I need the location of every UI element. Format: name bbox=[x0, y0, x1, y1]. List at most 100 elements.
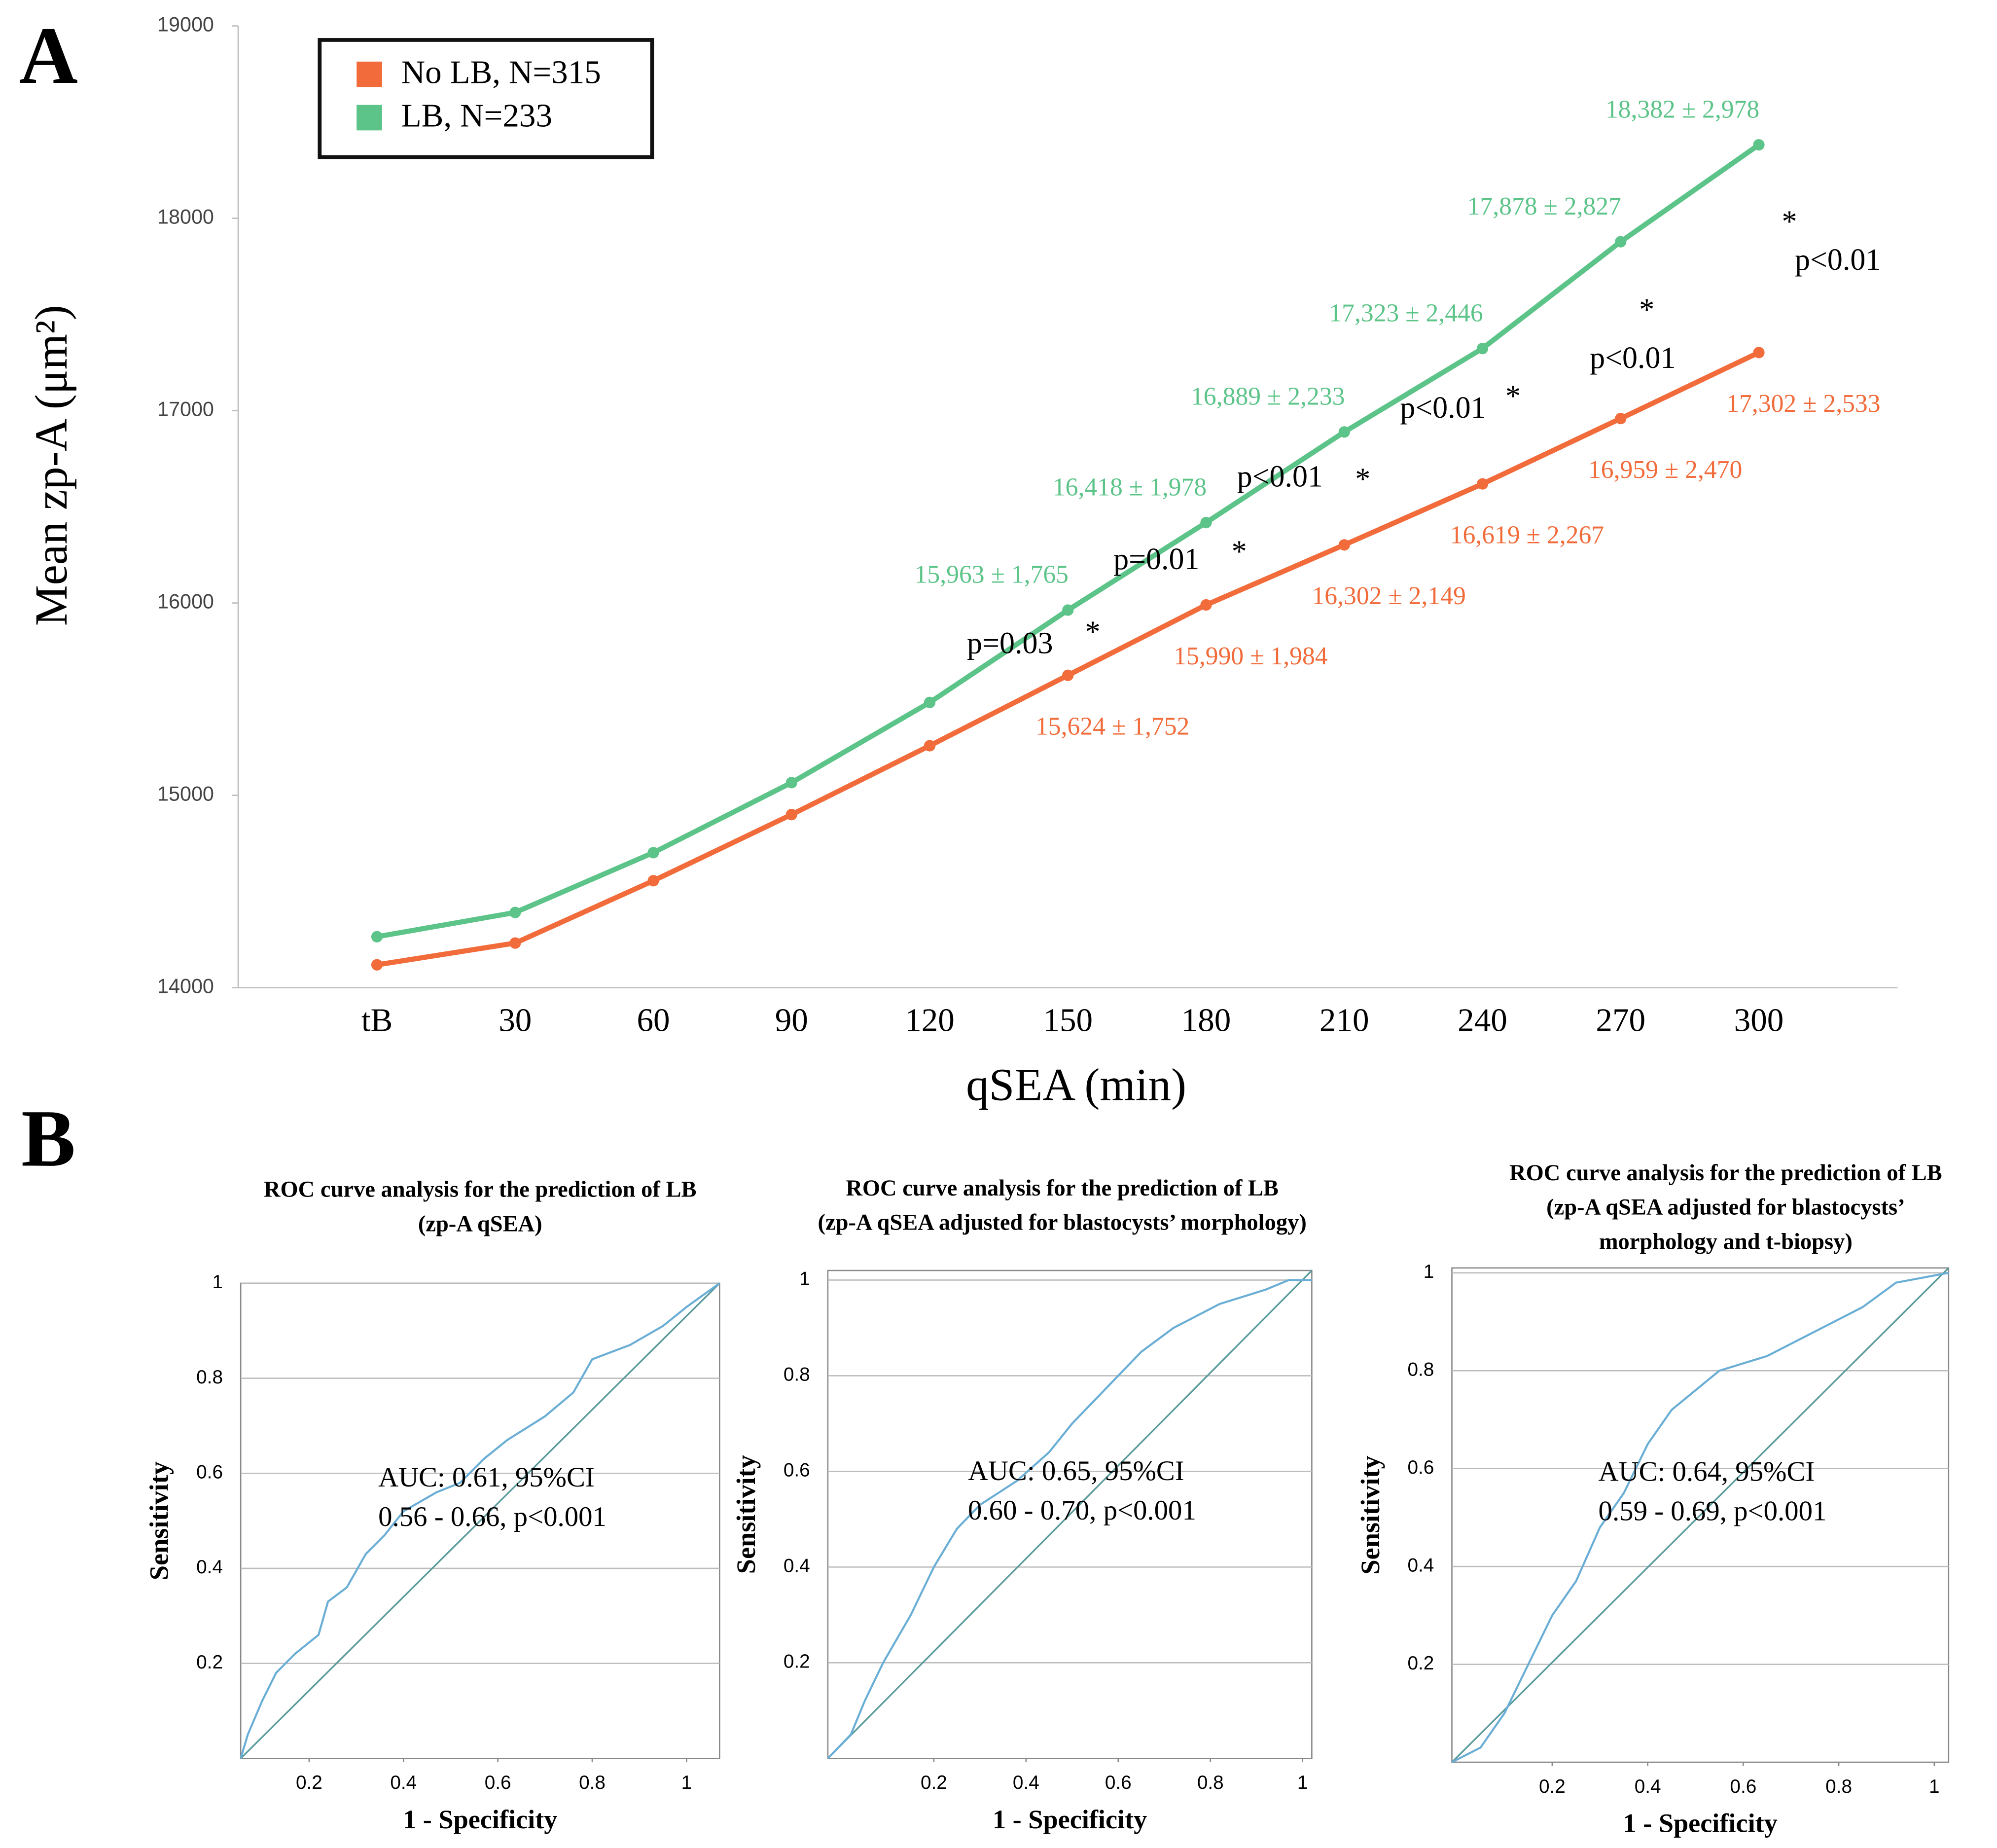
data-point bbox=[1615, 412, 1627, 425]
value-label: 17,878 ± 2,827 bbox=[1467, 192, 1621, 220]
data-point bbox=[509, 937, 521, 949]
x-axis-label: 1 - Specificity bbox=[993, 1805, 1147, 1834]
plot-frame bbox=[1451, 1267, 1950, 1763]
auc-annotation: AUC: 0.64, 95%CI bbox=[1599, 1456, 1815, 1487]
x-axis-label: qSEA (min) bbox=[966, 1060, 1186, 1111]
y-tick-label: 0.6 bbox=[196, 1461, 223, 1483]
data-point bbox=[1338, 426, 1350, 438]
x-tick-label: 30 bbox=[499, 1001, 532, 1038]
annotation: * bbox=[1639, 293, 1654, 326]
chart-title: morphology and t-biopsy) bbox=[1599, 1229, 1853, 1254]
x-tick-label: 60 bbox=[637, 1001, 670, 1038]
annotation: * bbox=[1355, 462, 1370, 496]
y-tick-label: 1 bbox=[1424, 1261, 1434, 1282]
y-axis-label: Sensitivity bbox=[144, 1461, 174, 1580]
chart-title: (zp-A qSEA adjusted for blastocysts’ mor… bbox=[818, 1210, 1306, 1235]
data-point bbox=[924, 740, 936, 752]
x-tick-label: 120 bbox=[905, 1001, 955, 1038]
y-axis-label: Sensitivity bbox=[731, 1455, 761, 1574]
chart-title: (zp-A qSEA) bbox=[418, 1211, 542, 1236]
data-point bbox=[371, 931, 383, 942]
data-point bbox=[1338, 539, 1350, 551]
chart-title: (zp-A qSEA adjusted for blastocysts’ bbox=[1546, 1195, 1905, 1220]
y-axis-label: Mean zp-A (μm²) bbox=[26, 305, 77, 626]
value-label: 15,990 ± 1,984 bbox=[1174, 642, 1328, 670]
x-axis-label: 1 - Specificity bbox=[1623, 1809, 1778, 1838]
x-tick-label: tB bbox=[361, 1001, 392, 1038]
x-tick-label: 0.8 bbox=[1825, 1776, 1852, 1797]
data-point bbox=[924, 696, 936, 708]
data-point bbox=[785, 809, 797, 821]
annotation: * bbox=[1505, 380, 1521, 413]
x-tick-label: 1 bbox=[1929, 1776, 1940, 1797]
auc-annotation: AUC: 0.65, 95%CI bbox=[968, 1455, 1184, 1486]
legend-swatch bbox=[357, 61, 382, 87]
data-point bbox=[509, 906, 521, 918]
y-tick-label: 16000 bbox=[157, 590, 214, 613]
value-label: 17,323 ± 2,446 bbox=[1329, 299, 1483, 327]
value-label: 15,963 ± 1,765 bbox=[915, 561, 1069, 589]
y-tick-label: 0.4 bbox=[1407, 1555, 1434, 1576]
y-tick-label: 0.6 bbox=[784, 1460, 810, 1481]
data-point bbox=[1200, 516, 1212, 529]
x-tick-label: 0.6 bbox=[1730, 1776, 1756, 1797]
x-tick-label: 90 bbox=[775, 1001, 808, 1038]
annotation: p=0.01 bbox=[1113, 543, 1199, 576]
reference-line bbox=[827, 1269, 1313, 1759]
reference-line bbox=[1451, 1267, 1950, 1763]
x-tick-label: 0.8 bbox=[1197, 1772, 1224, 1793]
annotation: p<0.01 bbox=[1400, 391, 1486, 425]
y-axis-label: Sensitivity bbox=[1355, 1455, 1385, 1574]
value-label: 16,619 ± 2,267 bbox=[1450, 521, 1604, 549]
y-tick-label: 15000 bbox=[157, 783, 214, 805]
data-point bbox=[1753, 347, 1765, 359]
x-tick-label: 210 bbox=[1319, 1001, 1369, 1038]
data-point bbox=[1062, 669, 1074, 681]
annotation: * bbox=[1232, 535, 1247, 569]
data-point bbox=[371, 959, 383, 971]
x-tick-label: 0.4 bbox=[1635, 1776, 1661, 1797]
y-tick-label: 0.4 bbox=[196, 1557, 223, 1578]
annotation: * bbox=[1782, 205, 1797, 239]
value-label: 15,624 ± 1,752 bbox=[1035, 713, 1189, 741]
value-label: 18,382 ± 2,978 bbox=[1605, 95, 1759, 123]
annotation: p<0.01 bbox=[1590, 341, 1676, 375]
legend-swatch bbox=[357, 105, 382, 131]
x-tick-label: 0.2 bbox=[1539, 1776, 1566, 1797]
x-tick-label: 240 bbox=[1458, 1001, 1507, 1038]
data-point bbox=[1476, 478, 1489, 490]
annotation: p=0.03 bbox=[967, 627, 1053, 660]
chart-title: ROC curve analysis for the prediction of… bbox=[1509, 1160, 1942, 1186]
chart-title: ROC curve analysis for the prediction of… bbox=[846, 1176, 1279, 1201]
legend-label: LB, N=233 bbox=[401, 97, 552, 134]
x-tick-label: 300 bbox=[1734, 1001, 1784, 1038]
x-axis-label: 1 - Specificity bbox=[403, 1805, 557, 1834]
legend-label: No LB, N=315 bbox=[401, 54, 601, 91]
x-tick-label: 0.8 bbox=[579, 1772, 606, 1793]
data-point bbox=[1476, 342, 1489, 355]
x-tick-label: 150 bbox=[1043, 1001, 1093, 1038]
y-tick-label: 1 bbox=[212, 1271, 223, 1293]
panel-label: A bbox=[19, 10, 77, 101]
data-point bbox=[785, 777, 797, 789]
value-label: 16,418 ± 1,978 bbox=[1053, 473, 1207, 501]
x-tick-label: 0.6 bbox=[1105, 1772, 1132, 1793]
x-tick-label: 180 bbox=[1181, 1001, 1231, 1038]
data-point bbox=[1753, 139, 1765, 151]
auc-annotation: 0.60 - 0.70, p<0.001 bbox=[968, 1495, 1196, 1526]
panel-label: B bbox=[21, 1093, 75, 1183]
y-tick-label: 0.2 bbox=[196, 1652, 223, 1673]
data-point bbox=[1062, 604, 1074, 616]
value-label: 17,302 ± 2,533 bbox=[1726, 390, 1880, 418]
y-tick-label: 0.6 bbox=[1407, 1457, 1434, 1478]
y-tick-label: 0.2 bbox=[1407, 1653, 1434, 1674]
data-point bbox=[647, 847, 659, 859]
auc-annotation: 0.59 - 0.69, p<0.001 bbox=[1599, 1495, 1827, 1526]
roc-curve bbox=[827, 1279, 1312, 1759]
data-point bbox=[647, 875, 659, 887]
value-label: 16,889 ± 2,233 bbox=[1191, 383, 1345, 411]
y-tick-label: 14000 bbox=[157, 975, 214, 998]
data-point bbox=[1615, 236, 1627, 248]
